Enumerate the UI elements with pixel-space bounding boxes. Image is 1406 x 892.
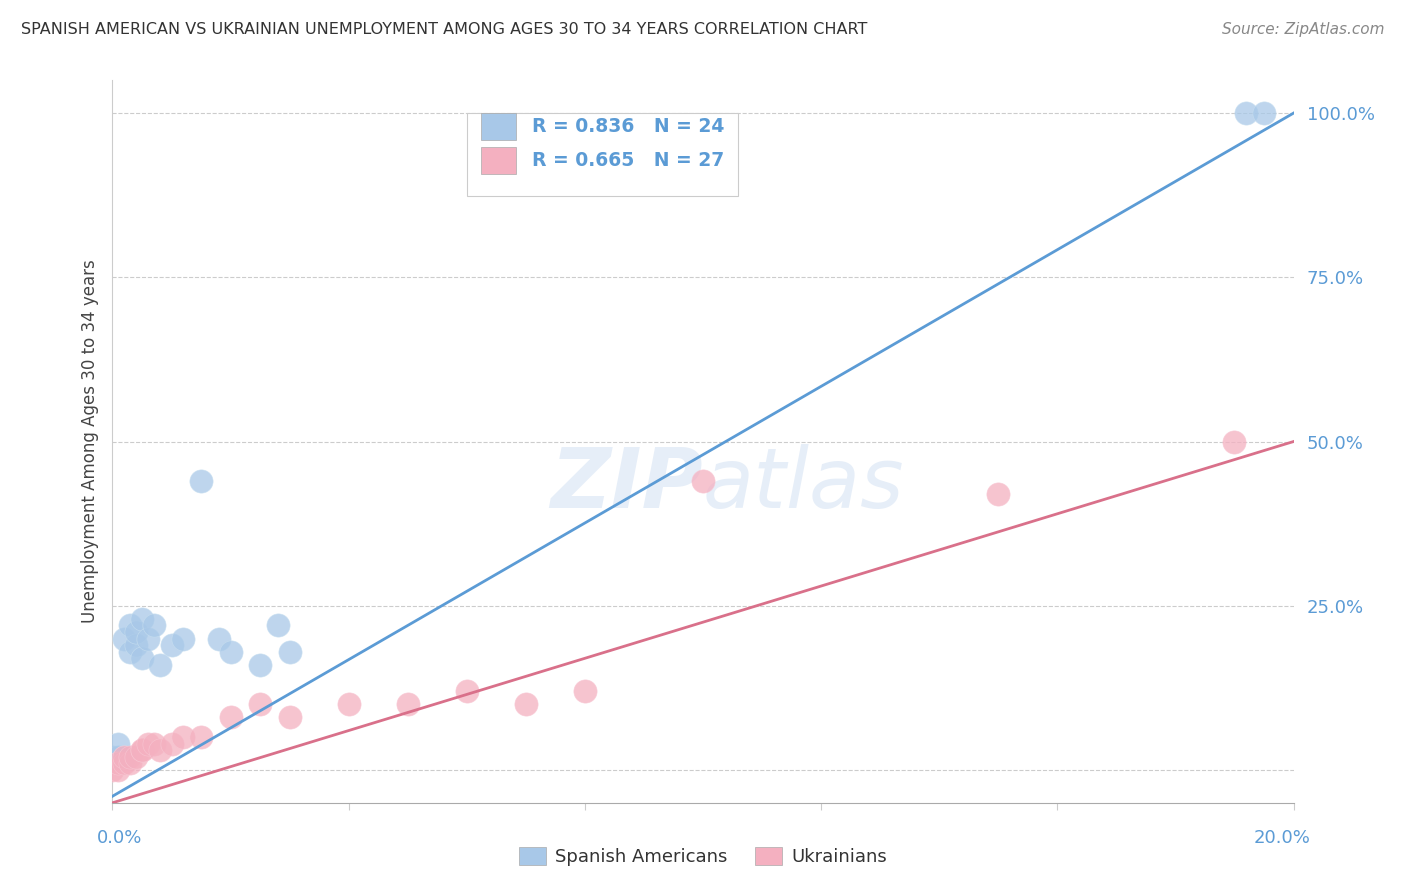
Point — [125, 749, 148, 764]
Point — [101, 763, 124, 777]
Point — [142, 618, 165, 632]
Point — [131, 743, 153, 757]
Point — [692, 474, 714, 488]
FancyBboxPatch shape — [481, 112, 516, 140]
Point — [190, 730, 212, 744]
Point — [1253, 106, 1275, 120]
Point — [149, 657, 172, 672]
Text: R = 0.836   N = 24: R = 0.836 N = 24 — [531, 117, 724, 136]
Text: 0.0%: 0.0% — [97, 829, 142, 847]
Text: SPANISH AMERICAN VS UKRAINIAN UNEMPLOYMENT AMONG AGES 30 TO 34 YEARS CORRELATION: SPANISH AMERICAN VS UKRAINIAN UNEMPLOYME… — [21, 22, 868, 37]
Text: 20.0%: 20.0% — [1254, 829, 1310, 847]
Text: R = 0.665   N = 27: R = 0.665 N = 27 — [531, 151, 724, 170]
Point — [112, 756, 135, 771]
Point — [120, 756, 142, 771]
Point — [131, 743, 153, 757]
Point — [278, 645, 301, 659]
Y-axis label: Unemployment Among Ages 30 to 34 years: Unemployment Among Ages 30 to 34 years — [80, 260, 98, 624]
Point — [131, 651, 153, 665]
FancyBboxPatch shape — [481, 147, 516, 174]
Point — [112, 632, 135, 646]
Point — [107, 749, 129, 764]
Point — [337, 698, 360, 712]
Point — [987, 487, 1010, 501]
Point — [172, 730, 194, 744]
Point — [101, 749, 124, 764]
Point — [160, 737, 183, 751]
Point — [142, 737, 165, 751]
Point — [125, 625, 148, 640]
Text: Source: ZipAtlas.com: Source: ZipAtlas.com — [1222, 22, 1385, 37]
Point — [1223, 434, 1246, 449]
Point — [396, 698, 419, 712]
Point — [149, 743, 172, 757]
Point — [107, 763, 129, 777]
Point — [112, 749, 135, 764]
Point — [208, 632, 231, 646]
Point — [456, 684, 478, 698]
Point — [574, 684, 596, 698]
Point — [1234, 106, 1257, 120]
Text: ZIP: ZIP — [550, 444, 703, 525]
Point — [267, 618, 290, 632]
Point — [125, 638, 148, 652]
Point — [131, 612, 153, 626]
Point — [120, 618, 142, 632]
Point — [278, 710, 301, 724]
Point — [107, 756, 129, 771]
Point — [515, 698, 537, 712]
Point — [112, 749, 135, 764]
Point — [172, 632, 194, 646]
Point — [219, 645, 242, 659]
Point — [120, 749, 142, 764]
Point — [136, 737, 159, 751]
Point — [107, 737, 129, 751]
Point — [249, 698, 271, 712]
Legend: Spanish Americans, Ukrainians: Spanish Americans, Ukrainians — [512, 839, 894, 873]
Text: atlas: atlas — [703, 444, 904, 525]
Point — [160, 638, 183, 652]
Point — [120, 645, 142, 659]
Point — [190, 474, 212, 488]
Point — [219, 710, 242, 724]
Point — [249, 657, 271, 672]
FancyBboxPatch shape — [467, 112, 738, 196]
Point — [136, 632, 159, 646]
